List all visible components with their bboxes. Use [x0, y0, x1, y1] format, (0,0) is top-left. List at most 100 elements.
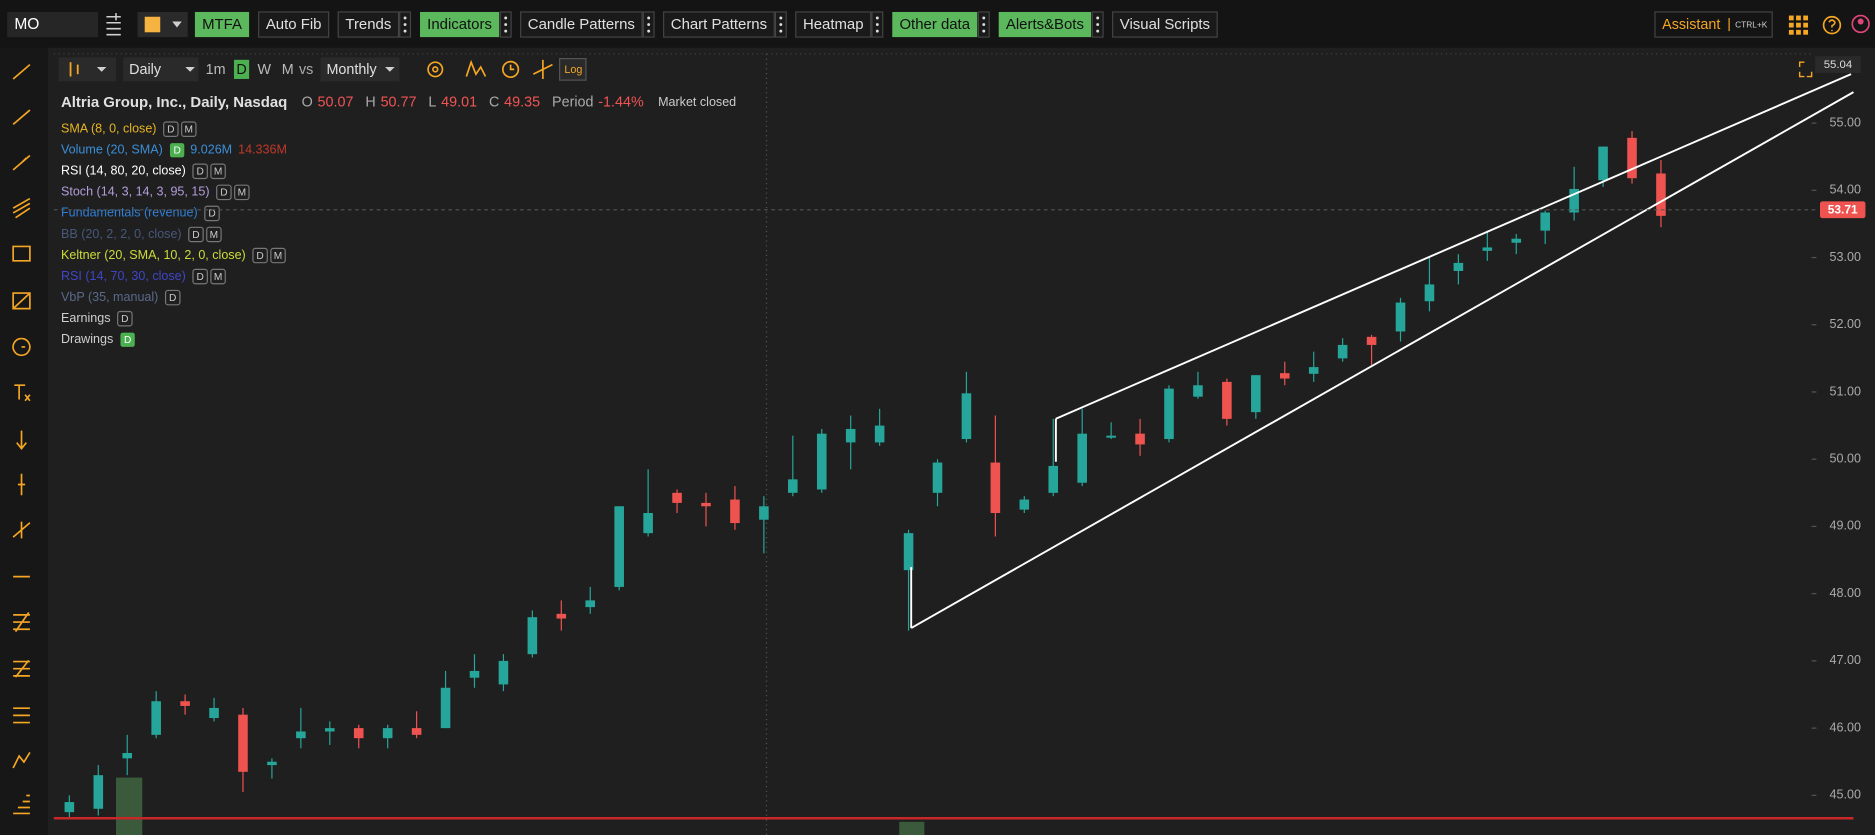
indicator-badge[interactable]: [192, 163, 208, 180]
indicator-name[interactable]: Volume (20, SMA): [61, 143, 163, 157]
indicator-badge[interactable]: [216, 184, 232, 201]
indicator-badge-label[interactable]: D: [121, 314, 128, 325]
indicator-badge-label[interactable]: M: [210, 230, 218, 241]
indicator-name[interactable]: Drawings: [61, 332, 113, 346]
symbol-box[interactable]: [7, 11, 99, 38]
toolbar-button-label[interactable]: Chart Patterns: [671, 16, 767, 33]
period[interactable]: M: [282, 62, 294, 78]
toolbar-button-label[interactable]: Indicators: [427, 16, 492, 33]
indicator-name[interactable]: RSI (14, 70, 30, close): [61, 269, 186, 283]
symbol[interactable]: MO: [14, 16, 39, 33]
period[interactable]: D: [236, 62, 246, 78]
indicator-badge-label[interactable]: D: [196, 272, 203, 283]
indicator-badge[interactable]: [120, 332, 135, 347]
toolbar-button-label[interactable]: Candle Patterns: [528, 16, 635, 33]
indicator-name[interactable]: Stoch (14, 3, 14, 3, 95, 15): [61, 185, 210, 199]
toolbar-button[interactable]: [420, 11, 500, 38]
toolbar-button-label[interactable]: Heatmap: [803, 16, 864, 33]
indicator-badge[interactable]: [181, 121, 197, 137]
period[interactable]: 1m: [206, 62, 226, 78]
toolbar-button-label[interactable]: Other data: [899, 16, 970, 33]
indicator-badge[interactable]: [117, 310, 133, 327]
indicator-badge-label[interactable]: D: [169, 293, 176, 304]
drawing-tool[interactable]: [12, 245, 31, 262]
toolbar-button-label[interactable]: MTFA: [202, 16, 242, 33]
indicator-badge[interactable]: [252, 247, 268, 264]
drawing-tool[interactable]: [14, 384, 31, 402]
drawing-tool[interactable]: [17, 473, 26, 496]
chart-icons[interactable]: [427, 59, 553, 79]
indicator-badge-label[interactable]: M: [214, 167, 222, 178]
indicator-badge-label[interactable]: M: [238, 188, 246, 199]
indicator-badge-label[interactable]: M: [185, 124, 193, 135]
indicator-badge-label[interactable]: D: [173, 146, 180, 157]
indicator-name[interactable]: Keltner (20, SMA, 10, 2, 0, close): [61, 248, 246, 262]
period-button[interactable]: [233, 59, 250, 79]
apps-icon[interactable]: [1788, 15, 1809, 35]
chart-type-button[interactable]: [58, 57, 116, 82]
compare[interactable]: Monthly: [326, 62, 377, 78]
help-icon[interactable]: [1822, 15, 1842, 35]
indicator-badge[interactable]: [163, 121, 179, 137]
indicator-name[interactable]: SMA (8, 0, close): [61, 122, 157, 136]
toolbar-button[interactable]: [258, 11, 330, 38]
indicator-badge[interactable]: [164, 289, 181, 306]
indicator-badge[interactable]: [234, 184, 250, 201]
drawing-tool[interactable]: [13, 794, 30, 815]
indicator-badge[interactable]: [210, 268, 226, 285]
indicator-badge-label[interactable]: D: [124, 335, 131, 346]
interval[interactable]: Daily: [129, 62, 162, 78]
watchlist-icon[interactable]: [106, 13, 121, 36]
indicator-badge[interactable]: [192, 268, 208, 285]
profile-icon[interactable]: [1851, 14, 1870, 34]
indicator-name[interactable]: BB (20, 2, 2, 0, close): [61, 227, 182, 241]
drawing-tool[interactable]: [12, 154, 31, 171]
indicator-badge-label[interactable]: D: [196, 167, 203, 178]
drawing-tool[interactable]: [13, 612, 30, 633]
indicator-badge-label[interactable]: D: [220, 188, 227, 199]
toolbar-button-label[interactable]: Trends: [345, 16, 391, 33]
drawing-tool[interactable]: [13, 659, 30, 678]
toolbar-button[interactable]: [892, 11, 978, 38]
toolbar-button[interactable]: [520, 11, 643, 38]
indicator-name[interactable]: Fundamentals (revenue): [61, 206, 198, 220]
indicator-badge[interactable]: [270, 247, 286, 264]
toolbar-button[interactable]: [194, 11, 250, 38]
indicator-badge-label[interactable]: D: [192, 230, 199, 241]
drawing-tool[interactable]: [13, 707, 30, 724]
compare-button[interactable]: [320, 57, 400, 82]
drawing-tool[interactable]: [12, 337, 31, 357]
drawing-tool[interactable]: [12, 63, 31, 80]
drawing-tool[interactable]: [12, 109, 31, 126]
indicator-badge[interactable]: [169, 143, 185, 158]
indicator-badge-label[interactable]: M: [274, 251, 282, 262]
interval-button[interactable]: [123, 57, 199, 82]
toolbar-button[interactable]: [337, 11, 400, 38]
toolbar-button-label[interactable]: Visual Scripts: [1120, 16, 1210, 33]
toolbar-button-label[interactable]: Alerts&Bots: [1006, 16, 1084, 33]
toolbar-button[interactable]: [1112, 11, 1218, 38]
indicator-badge[interactable]: [188, 226, 204, 243]
drawing-tool[interactable]: [12, 197, 31, 219]
log[interactable]: Log: [564, 64, 582, 76]
indicator-badge-label[interactable]: D: [256, 251, 263, 262]
toolbar-button[interactable]: [795, 11, 872, 38]
indicator-badge-label[interactable]: D: [208, 209, 215, 220]
indicator-badge-label[interactable]: D: [167, 124, 174, 135]
indicator-name[interactable]: Earnings: [61, 311, 111, 325]
assistant-button[interactable]: [1654, 11, 1773, 38]
indicator-badge-label[interactable]: M: [214, 272, 222, 283]
toolbar-button-label[interactable]: Auto Fib: [266, 16, 322, 33]
period[interactable]: W: [257, 62, 271, 78]
assistant[interactable]: Assistant: [1662, 17, 1720, 33]
expand-icons[interactable]: [1798, 61, 1813, 78]
indicator-name[interactable]: RSI (14, 80, 20, close): [61, 164, 186, 178]
drawing-tool[interactable]: [12, 521, 31, 539]
drawing-tool[interactable]: [12, 752, 31, 769]
indicator-name[interactable]: VbP (35, manual): [61, 290, 158, 304]
indicator-badge[interactable]: [204, 205, 220, 222]
toolbar-button[interactable]: [663, 11, 775, 38]
drawing-tool[interactable]: [12, 292, 31, 310]
toolbar-button[interactable]: [998, 11, 1092, 38]
indicator-badge[interactable]: [206, 226, 222, 243]
